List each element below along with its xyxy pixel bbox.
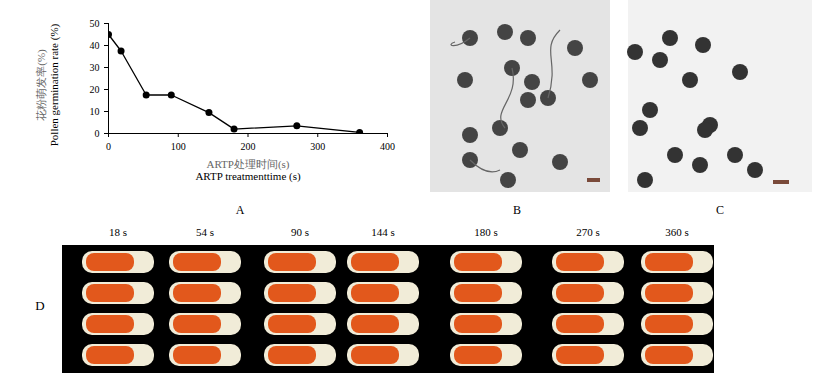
svg-text:30: 30 bbox=[90, 62, 100, 73]
svg-text:20: 20 bbox=[90, 84, 100, 95]
svg-text:100: 100 bbox=[171, 141, 186, 152]
html-text:ARTP处理时间(s): ARTP处理时间(s) bbox=[206, 158, 290, 170]
html-text:144 s: 144 s bbox=[371, 226, 395, 238]
html-text:90 s: 90 s bbox=[291, 226, 309, 238]
html-text:360 s: 360 s bbox=[665, 226, 689, 238]
html-text:180 s: 180 s bbox=[474, 226, 498, 238]
svg-text:0: 0 bbox=[106, 141, 111, 152]
html-text:花粉萌发率(%): 花粉萌发率(%) bbox=[35, 49, 47, 121]
html-text:C: C bbox=[716, 203, 724, 217]
html-text:ARTP treatmenttime (s): ARTP treatmenttime (s) bbox=[195, 170, 301, 182]
svg-text:50: 50 bbox=[90, 18, 100, 29]
html-text:Pollen germination rate (%): Pollen germination rate (%) bbox=[48, 23, 60, 147]
html-text:54 s: 54 s bbox=[196, 226, 214, 238]
html-text:A: A bbox=[235, 203, 245, 217]
html-text:18 s: 18 s bbox=[109, 226, 127, 238]
svg-text:300: 300 bbox=[310, 141, 325, 152]
svg-text:10: 10 bbox=[90, 106, 100, 117]
svg-text:40: 40 bbox=[90, 40, 100, 51]
html-text:D: D bbox=[35, 298, 45, 313]
svg-text:400: 400 bbox=[380, 141, 395, 152]
html-text:B: B bbox=[513, 203, 521, 217]
svg-text:0: 0 bbox=[95, 128, 100, 139]
svg-text:200: 200 bbox=[241, 141, 256, 152]
html-text:270 s: 270 s bbox=[576, 226, 600, 238]
